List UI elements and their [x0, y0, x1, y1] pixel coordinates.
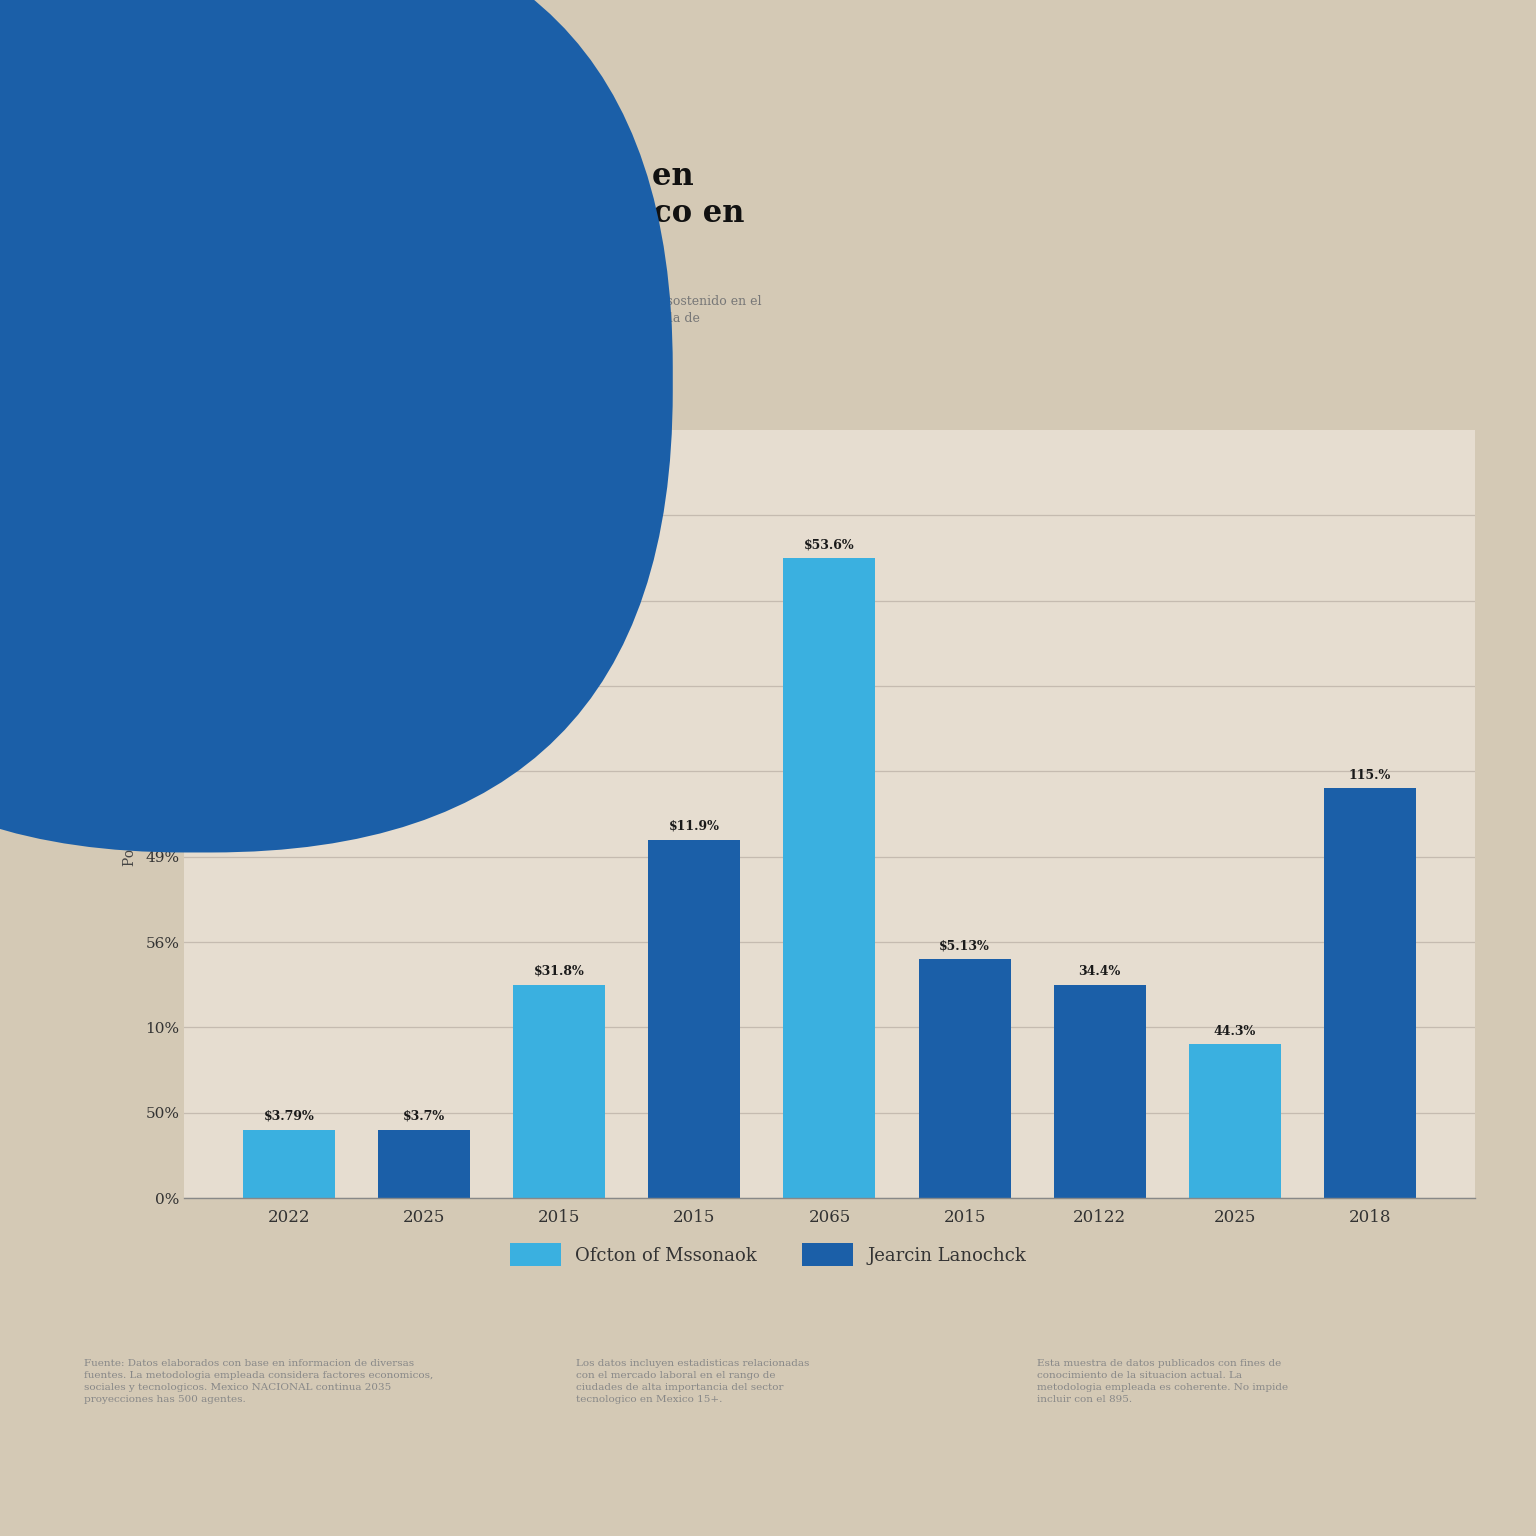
Text: $53.6%: $53.6%	[805, 538, 854, 551]
Text: $5.13%: $5.13%	[938, 940, 989, 952]
Bar	[243, 1130, 335, 1198]
Y-axis label: Porcentaje (%): Porcentaje (%)	[123, 762, 137, 866]
Bar	[1189, 1044, 1281, 1198]
Bar	[378, 1130, 470, 1198]
Wedge shape	[97, 169, 175, 252]
Text: Crecimiento pin: Crecimiento pin	[223, 131, 370, 149]
Legend: Ofcton of Mssonaok, Jearcin Lanochck: Ofcton of Mssonaok, Jearcin Lanochck	[502, 1236, 1034, 1273]
Text: Empleos de salario
menor: Empleos de salario menor	[224, 364, 338, 393]
Circle shape	[121, 207, 167, 269]
Circle shape	[94, 166, 190, 295]
Text: 44.3%: 44.3%	[1213, 1025, 1256, 1038]
Text: 34.4%: 34.4%	[1078, 965, 1121, 978]
Text: Crecimiento en Empleos en
Desarrollo Movil en Mexico en
los Ultimos 5 Anos: Crecimiento en Empleos en Desarrollo Mov…	[223, 161, 745, 266]
Text: Los datos incluyen estadisticas relacionadas
con el mercado laboral en el rango : Los datos incluyen estadisticas relacion…	[576, 1359, 809, 1404]
Text: 115.%: 115.%	[1349, 768, 1392, 782]
Text: $3.79%: $3.79%	[264, 1111, 315, 1123]
Bar	[513, 985, 605, 1198]
Bar	[1324, 788, 1416, 1198]
Bar	[919, 958, 1011, 1198]
Text: Esta muestra de datos publicados con fines de
conocimiento de la situacion actua: Esta muestra de datos publicados con fin…	[1037, 1359, 1287, 1404]
Text: $31.8%: $31.8%	[535, 965, 585, 978]
Wedge shape	[95, 230, 189, 292]
Bar	[648, 840, 740, 1198]
Text: Datos ficticios para ilustracion. La tendencia muestra un crecimiento sostenido : Datos ficticios para ilustracion. La ten…	[223, 295, 762, 343]
Bar	[783, 558, 876, 1198]
Text: $11.9%: $11.9%	[668, 820, 720, 833]
Text: $3.7%: $3.7%	[402, 1111, 445, 1123]
Bar	[1054, 985, 1146, 1198]
Text: Fuente: Datos elaborados con base en informacion de diversas
fuentes. La metodol: Fuente: Datos elaborados con base en inf…	[84, 1359, 433, 1404]
